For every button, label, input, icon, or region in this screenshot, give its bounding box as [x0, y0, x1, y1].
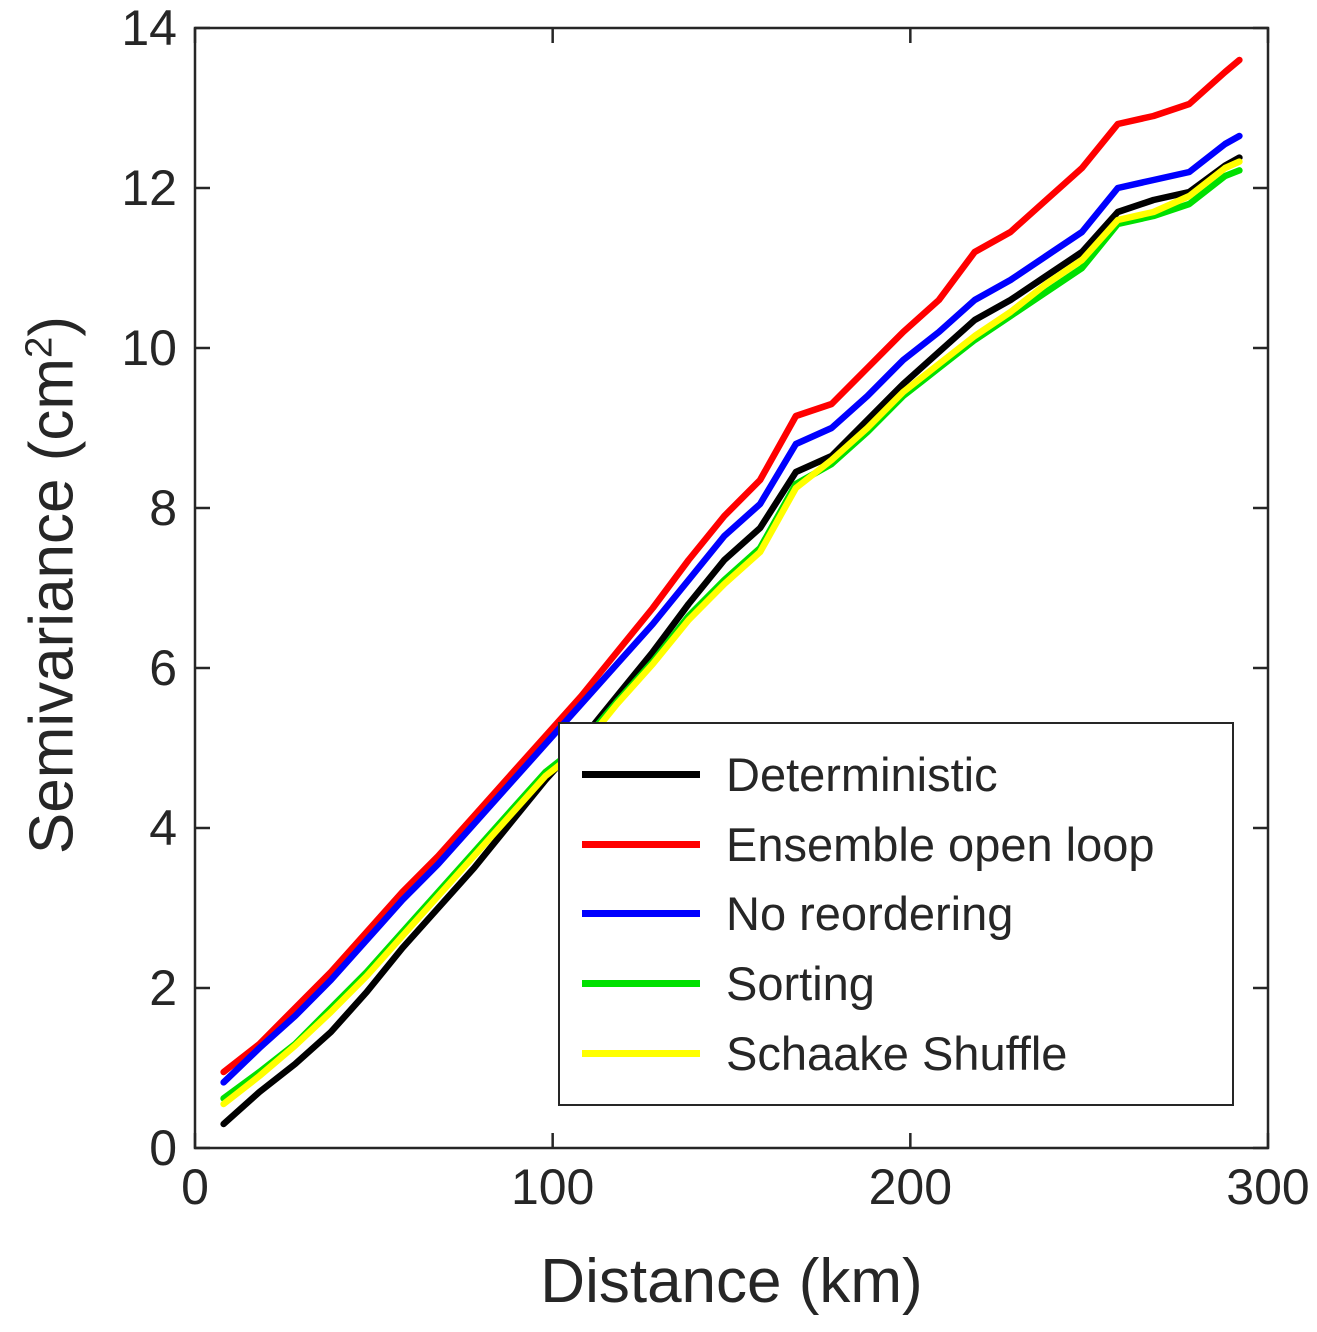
axes-box: [193, 26, 1270, 1150]
y-tick-label: 2: [149, 960, 177, 1016]
y-tick-label: 12: [121, 160, 177, 216]
series-line-ensemble-open-loop: [220, 56, 1243, 1076]
legend-line-swatch: [582, 770, 700, 778]
legend-label: Deterministic: [726, 747, 998, 801]
y-axis-label-text: Semivariance (cm: [17, 357, 87, 855]
y-tick-label: 0: [149, 1120, 177, 1176]
legend-item-schaake-shuffle: Schaake Shuffle: [560, 1026, 1232, 1081]
series-line-no-reordering: [220, 132, 1243, 1086]
y-tick-label: 4: [149, 800, 177, 856]
y-tick-label: 10: [121, 320, 177, 376]
y-axis-label: Semivariance (cm2): [17, 316, 88, 854]
y-tick-label: 6: [149, 640, 177, 696]
legend-item-sorting: Sorting: [560, 956, 1232, 1011]
x-tick-label: 200: [869, 1159, 952, 1215]
x-tick-label: 300: [1226, 1159, 1309, 1215]
legend-item-deterministic: Deterministic: [560, 747, 1232, 802]
legend-label: Sorting: [726, 957, 875, 1011]
x-tick-label: 0: [181, 1159, 209, 1215]
legend-line-swatch: [582, 980, 700, 988]
legend-item-ensemble-open-loop: Ensemble open loop: [560, 817, 1232, 872]
legend-label: Ensemble open loop: [726, 817, 1155, 871]
series-line-schaake-shuffle: [220, 158, 1243, 1108]
legend-label: Schaake Shuffle: [726, 1027, 1068, 1081]
y-axis-label-close: ): [17, 315, 87, 337]
series-line-deterministic: [220, 154, 1243, 1128]
legend: Deterministic Ensemble open loop No reorde…: [558, 722, 1234, 1106]
legend-line-swatch: [582, 840, 700, 848]
y-tick-label: 14: [121, 0, 177, 56]
y-axis-label-superscript: 2: [17, 336, 61, 358]
x-axis-label: Distance (km): [540, 1247, 923, 1316]
legend-label: No reordering: [726, 887, 1014, 941]
x-tick-label: 100: [511, 1159, 594, 1215]
y-tick-label: 8: [149, 480, 177, 536]
legend-item-no-reordering: No reordering: [560, 886, 1232, 941]
legend-line-swatch: [582, 1050, 700, 1058]
legend-line-swatch: [582, 910, 700, 918]
